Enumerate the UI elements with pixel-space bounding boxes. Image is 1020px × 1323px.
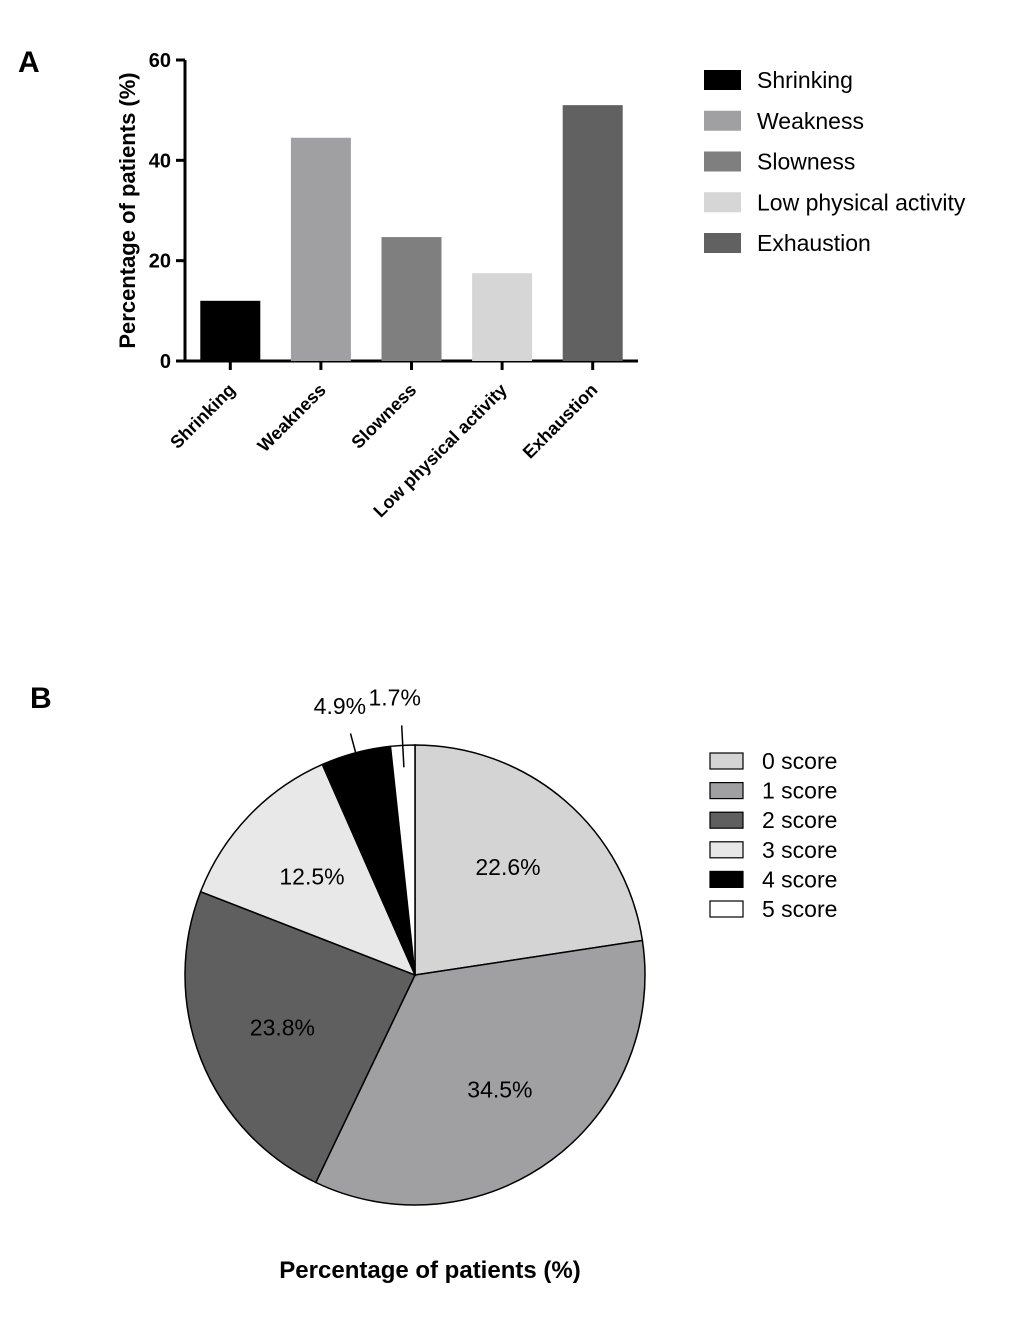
bar-legend-swatch bbox=[704, 192, 741, 213]
pie-slice-2-score bbox=[184, 890, 417, 1184]
pie-legend-swatch bbox=[709, 870, 744, 889]
bar-chart-x-tick-label: Slowness bbox=[347, 380, 420, 453]
pie-chart-x-axis-label: Percentage of patients (%) bbox=[279, 1257, 580, 1284]
bar-legend-swatch bbox=[704, 70, 741, 90]
panel-b-pie-chart: B 22.6% 34.5% 23.8% 12.5% 4.9% 1.7% 0 score 1 … bbox=[30, 682, 837, 1284]
bar-chart-legend: Shrinking Weakness Slowness Low physical ac… bbox=[704, 67, 966, 256]
bar-legend-label: Low physical activity bbox=[757, 189, 966, 215]
pie-legend-swatch bbox=[709, 841, 744, 859]
bar-chart-y-tick-label: 20 bbox=[149, 251, 171, 273]
pie-slice-1-score bbox=[314, 939, 646, 1206]
bar-chart-bars bbox=[200, 105, 623, 370]
pie-value-label: 22.6% bbox=[475, 854, 540, 880]
pie-leader-line bbox=[400, 725, 405, 768]
pie-leader-line bbox=[349, 733, 363, 775]
pie-chart-slices bbox=[184, 744, 646, 1206]
panel-b-letter: B bbox=[30, 682, 52, 715]
bar-legend-swatch bbox=[704, 233, 741, 253]
pie-value-label: 1.7% bbox=[368, 684, 420, 710]
pie-legend-label: 2 score bbox=[762, 807, 837, 833]
bar-shrinking bbox=[200, 300, 261, 361]
bar-weakness bbox=[290, 137, 351, 361]
panel-a-bar-chart: A Percentage of patients (%) 0 20 40 60 Shr… bbox=[18, 46, 966, 521]
pie-legend-label: 0 score bbox=[762, 748, 837, 774]
bar-chart-y-tick-label: 60 bbox=[149, 50, 171, 72]
pie-legend-label: 4 score bbox=[762, 866, 837, 892]
bar-chart-x-tick-label: Exhaustion bbox=[519, 380, 602, 463]
bar-exhaustion bbox=[562, 105, 623, 362]
pie-value-label: 23.8% bbox=[250, 1015, 315, 1041]
pie-chart-value-labels: 22.6% 34.5% 23.8% 12.5% 4.9% 1.7% bbox=[250, 684, 541, 1102]
pie-value-label: 34.5% bbox=[467, 1077, 532, 1103]
pie-legend-swatch bbox=[709, 900, 744, 918]
pie-legend-label: 3 score bbox=[762, 837, 837, 863]
pie-slice-3-score bbox=[199, 763, 417, 977]
bar-chart-x-tick-label: Shrinking bbox=[166, 380, 239, 453]
bar-legend-label: Slowness bbox=[757, 149, 855, 175]
pie-slice-0-score bbox=[414, 744, 644, 976]
panel-a-letter: A bbox=[18, 46, 40, 79]
bar-chart-y-axis-label: Percentage of patients (%) bbox=[115, 72, 140, 348]
pie-value-label: 12.5% bbox=[279, 863, 344, 889]
bar-chart-x-tick-label: Weakness bbox=[254, 380, 330, 456]
bar-slowness bbox=[381, 237, 442, 361]
pie-chart-legend: 0 score 1 score 2 score 3 score 4 score 5 sco… bbox=[709, 748, 837, 922]
pie-legend-label: 5 score bbox=[762, 896, 837, 922]
bar-legend-swatch bbox=[704, 151, 741, 172]
pie-legend-label: 1 score bbox=[762, 778, 837, 804]
pie-legend-swatch bbox=[709, 781, 744, 800]
bar-legend-label: Shrinking bbox=[757, 67, 853, 93]
pie-value-label: 4.9% bbox=[314, 693, 366, 719]
pie-legend-swatch bbox=[709, 811, 744, 829]
bar-legend-label: Weakness bbox=[757, 108, 864, 134]
pie-legend-swatch bbox=[709, 752, 744, 770]
bar-chart-y-tick-label: 0 bbox=[160, 351, 171, 373]
bar-legend-label: Exhaustion bbox=[757, 230, 871, 256]
bar-legend-swatch bbox=[704, 110, 741, 131]
bar-low-physical-activity bbox=[472, 273, 533, 361]
bar-chart-y-tick-label: 40 bbox=[149, 150, 171, 172]
